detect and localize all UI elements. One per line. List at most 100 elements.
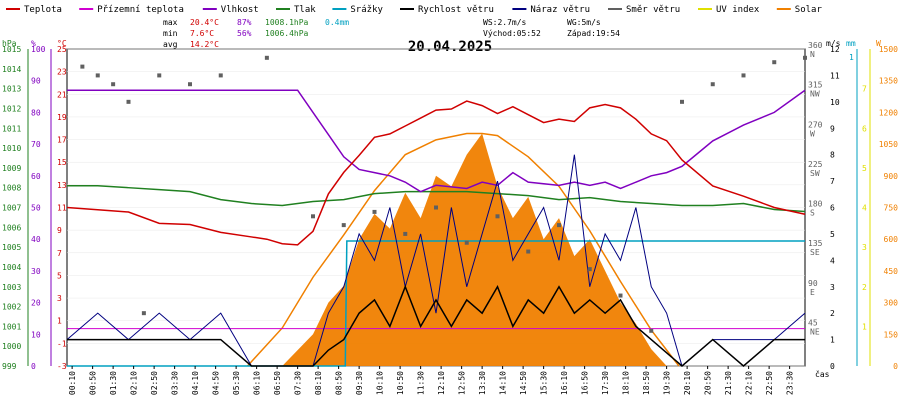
legend-label-1: Teplota [24,5,62,15]
solar-tick-label: 1200 [879,108,898,117]
wind-direction-point [680,99,684,104]
stat-value: 87% [237,18,252,27]
direction-compass-label: NE [810,327,820,336]
pct-tick-label: 70 [31,140,41,149]
degc-tick-label: 25 [57,45,67,54]
ms-tick-label: 12 [830,45,840,54]
legend-label-5: Srážky [350,5,383,15]
sunrise-stat: Východ:05:52 [483,29,541,38]
x-tick-label: 15:30 [540,371,549,395]
uv-tick-label: 7 [862,85,867,94]
ms-tick-label: 1 [830,336,835,345]
wind-direction-point [157,73,162,78]
direction-tick-label: 360 [808,41,823,50]
stat-value: 7.6°C [190,29,214,38]
hpa-axis-unit: hPa [2,39,17,48]
hpa-tick-label: 1012 [2,104,21,113]
hpa-tick-label: 1010 [2,144,21,153]
x-tick-label: 02:10 [130,371,139,395]
temperature-line [66,100,806,246]
pct-tick-label: 30 [31,267,41,276]
solar-tick-label: 150 [884,330,899,339]
x-tick-label: 18:50 [642,371,651,395]
ms-tick-label: 0 [830,362,835,371]
wind-direction-point [111,82,116,87]
solar-area [282,133,667,366]
hpa-tick-label: 1000 [2,342,21,351]
stat-value: min [163,29,178,38]
degc-tick-label: 11 [57,204,67,213]
degc-tick-label: 19 [57,113,67,122]
direction-compass-label: NW [810,90,820,99]
x-tick-label: 16:50 [581,371,590,395]
direction-compass-label: E [810,288,815,297]
mm-tick-label: 1 [849,53,854,62]
mm-axis-unit: mm [846,39,856,48]
stat-value: 14.2°C [190,40,219,49]
direction-tick-label: 45 [808,318,818,327]
x-tick-label: 21:30 [724,371,733,395]
pct-tick-label: 10 [31,330,41,339]
wind-direction-point [188,82,192,87]
hpa-tick-label: 1001 [2,322,21,331]
x-tick-label: 22:10 [745,371,754,395]
degc-tick-label: 1 [57,317,62,326]
x-tick-label: 06:50 [273,371,282,395]
degc-tick-label: 13 [57,181,67,190]
uv-tick-label: 5 [862,164,867,173]
x-tick-label: 12:10 [437,371,446,395]
x-tick-label: 03:30 [171,371,180,395]
humidity-line [67,89,806,193]
x-tick-label: 07:30 [294,371,303,395]
stat-value: max [163,18,178,27]
degc-tick-label: -3 [57,362,67,371]
ms-tick-label: 5 [830,230,835,239]
stat-value: avg [163,40,178,49]
ms-tick-label: 6 [830,204,835,213]
direction-compass-label: SE [810,248,820,257]
wind-direction-point [710,82,715,87]
hpa-tick-label: 1013 [2,85,21,94]
legend-label-3: Vlhkost [221,5,259,15]
wind-direction-point [495,214,500,219]
stats-block: max 20.4°C 87% 1008.1hPa 0.4mm min 7.6°C 56% 100… [163,18,620,49]
wind-speed-stat: WS:2.7m/s [483,18,527,27]
hpa-tick-label: 999 [2,362,17,371]
pct-tick-label: 0 [31,362,36,371]
hpa-tick-label: 1015 [2,45,21,54]
wind-direction-point [803,55,807,60]
wind-direction-point [126,99,131,104]
stat-value: 1006.4hPa [265,29,309,38]
wind-direction-point [618,293,623,298]
hpa-tick-label: 1004 [2,263,21,272]
direction-compass-label: W [810,129,815,138]
ms-tick-label: 10 [830,98,840,107]
stat-value: 1008.1hPa [265,18,309,27]
legend-label-2: Přízemní teplota [97,5,184,15]
hpa-tick-label: 1007 [2,204,21,213]
ms-tick-label: 2 [830,309,835,318]
x-tick-label: 20:50 [704,371,713,395]
wind-direction-point [772,60,777,65]
uv-tick-label: 1 [862,322,867,331]
degc-tick-label: 9 [57,226,62,235]
degc-tick-label: 7 [57,249,62,258]
degc-tick-label: 3 [57,294,62,303]
ms-axis-unit: m/s [826,39,841,48]
x-tick-label: 00:10 [68,371,77,395]
direction-tick-label: 225 [808,160,823,169]
x-tick-label: 01:30 [109,371,118,395]
x-tick-label: 23:30 [786,371,795,395]
x-tick-label: 06:10 [253,371,262,395]
hpa-tick-label: 1006 [2,223,21,232]
chart-legend: Teplota Přízemní teplota Vlhkost Tlak Srážky… [6,5,822,15]
stat-value: 20.4°C [190,18,219,27]
x-tick-label: 00:50 [89,371,98,395]
wind-direction-point [526,249,531,254]
degc-tick-label: 17 [57,136,67,145]
degc-tick-label: 21 [57,90,67,99]
sunset-stat: Západ:19:54 [567,29,620,38]
axes: hPa1015101410131012101110101009100810071… [2,39,898,395]
x-tick-label: 20:10 [683,371,692,395]
